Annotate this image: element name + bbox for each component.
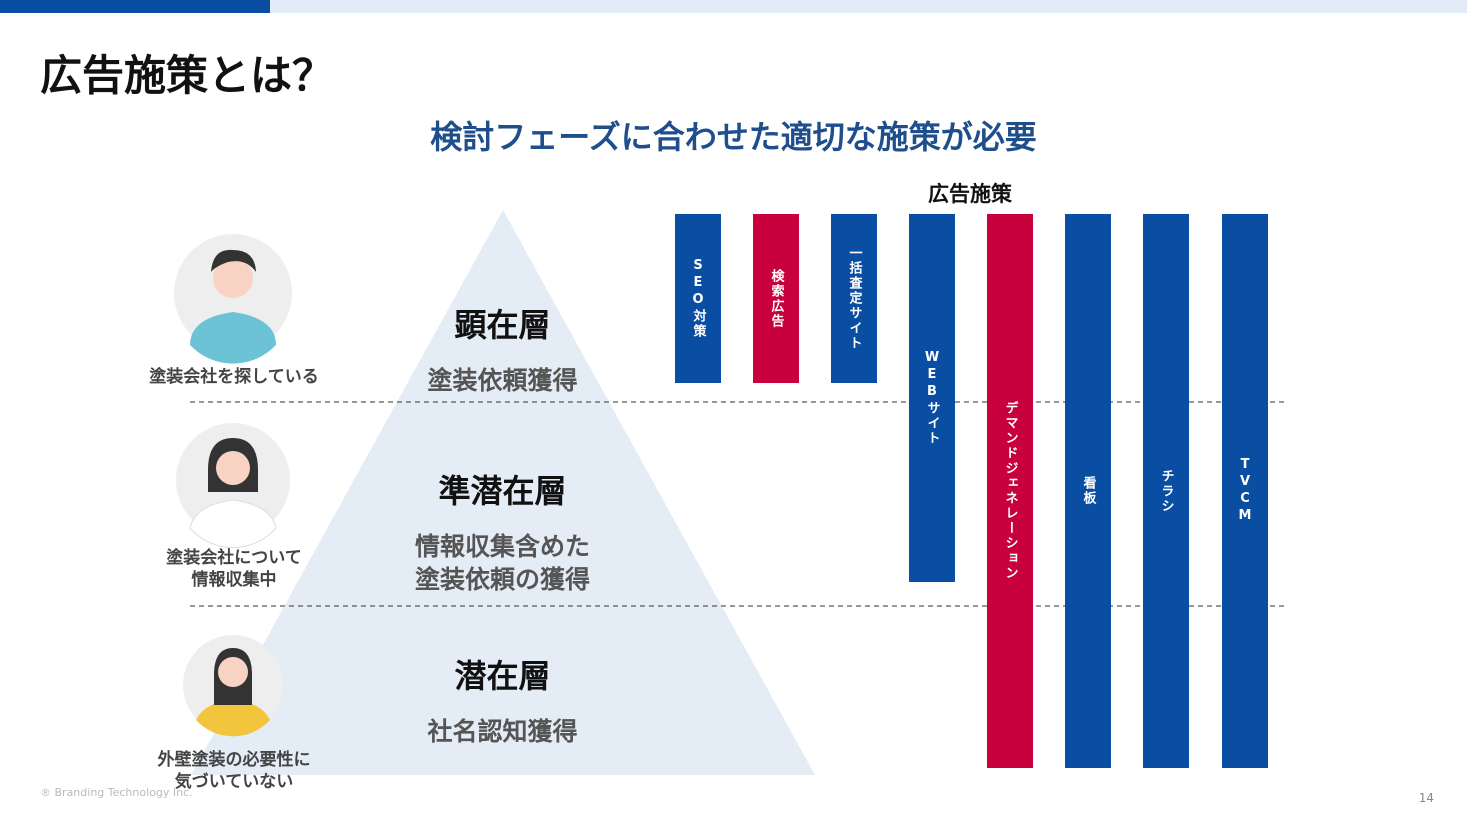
measure-label: チラシ <box>1158 468 1174 514</box>
page-number: 14 <box>1418 791 1434 805</box>
measure-bar: 一括査定サイト <box>831 214 877 383</box>
tier: 顕在層 塗装依頼獲得 <box>360 300 645 397</box>
avatar <box>176 423 290 549</box>
tier-name: 準潜在層 <box>438 472 567 510</box>
measure-label: SEO対策 <box>690 258 706 339</box>
tier-name: 顕在層 <box>454 306 551 344</box>
measure-label: 検索広告 <box>768 268 784 329</box>
title: 広告施策とは？ <box>40 51 335 100</box>
measure-bar: TVCM <box>1222 214 1268 768</box>
persona-text: 塗装会社を探している <box>120 366 348 388</box>
persona-line: 情報収集中 <box>191 570 277 590</box>
avatar <box>183 635 283 737</box>
measure-label: デマンドジェネレーション <box>1002 401 1018 581</box>
tier-goal: 情報収集含めた 塗装依頼の獲得 <box>360 530 645 596</box>
avatar <box>174 234 292 364</box>
measure-bar: チラシ <box>1143 214 1189 768</box>
tier-name: 潜在層 <box>454 657 551 695</box>
measure-bar: デマンドジェネレーション <box>987 214 1033 768</box>
measure-bar: SEO対策 <box>675 214 721 383</box>
tier: 準潜在層 情報収集含めた 塗装依頼の獲得 <box>360 466 645 596</box>
tier-goal: 塗装依頼獲得 <box>360 364 645 397</box>
measure-bar: WEBサイト <box>909 214 955 582</box>
copyright: ® Branding Technology Inc. <box>40 786 193 799</box>
persona-line: 外壁塗装の必要性に <box>157 750 311 770</box>
measure-bar: 看板 <box>1065 214 1111 768</box>
persona-line: 塗装会社について <box>166 548 302 568</box>
persona-text: 塗装会社について 情報収集中 <box>120 547 348 591</box>
measure-label: 一括査定サイト <box>846 246 862 351</box>
goal-line: 情報収集含めた <box>414 532 590 561</box>
persona-text: 外壁塗装の必要性に 気づいていない <box>120 749 348 793</box>
measure-label: TVCM <box>1237 457 1253 525</box>
top-accent <box>0 0 270 13</box>
top-band <box>270 0 1467 13</box>
goal-line: 塗装依頼の獲得 <box>414 565 590 594</box>
goal-line: 社名認知獲得 <box>427 717 578 746</box>
persona-line: 気づいていない <box>174 772 294 792</box>
pyramid <box>191 210 815 775</box>
persona-line: 塗装会社を探している <box>149 367 319 387</box>
measure-label: 看板 <box>1080 476 1096 506</box>
tier-goal: 社名認知獲得 <box>360 715 645 748</box>
measures-title: 広告施策 <box>928 182 1012 206</box>
goal-line: 塗装依頼獲得 <box>427 366 578 395</box>
tier: 潜在層 社名認知獲得 <box>360 651 645 748</box>
measure-bar: 検索広告 <box>753 214 799 383</box>
subtitle: 検討フェーズに合わせた適切な施策が必要 <box>430 118 1037 156</box>
measure-label: WEBサイト <box>924 350 940 446</box>
